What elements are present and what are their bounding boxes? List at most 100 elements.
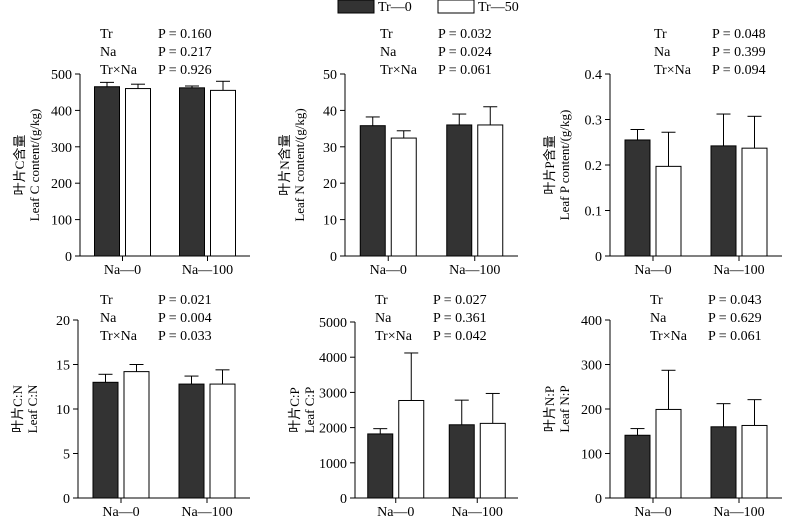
stat-factor: Na [100, 311, 117, 326]
bar-tr0 [710, 426, 737, 499]
stat-p-value: P = 0.021 [158, 293, 212, 308]
y-axis-label-en: Leaf C:N [25, 384, 40, 433]
y-tick-label: 10 [56, 403, 70, 418]
bar-tr50 [479, 422, 506, 499]
legend-swatch-tr50 [437, 0, 475, 14]
stat-p-value: P = 0.032 [438, 27, 492, 42]
stat-p-value: P = 0.061 [708, 329, 762, 344]
legend-label-tr0: Tr—0 [378, 0, 412, 15]
legend: Tr—0 Tr—50 [337, 0, 519, 15]
chart-panel-1: 0 100 200 300 400 500 Na—0 Na—100 Tr P = 0.160 Na P… [12, 27, 250, 278]
y-tick-label: 0 [595, 250, 602, 265]
x-tick-label: Na—100 [181, 505, 232, 516]
bar-tr0 [94, 86, 120, 257]
y-tick-label: 15 [56, 359, 70, 374]
bar-tr50 [125, 88, 151, 257]
y-axis-label-en: Leaf N:P [557, 385, 572, 432]
stat-factor: Tr [380, 27, 393, 42]
y-axis-label-cn: 叶片C:P [287, 387, 302, 433]
y-axis-label-en: Leaf P content/(g/kg) [557, 110, 572, 221]
stat-factor: Tr×Na [654, 63, 692, 78]
bar-tr50 [209, 383, 236, 499]
y-tick-label: 100 [581, 448, 602, 463]
stat-factor: Tr [650, 293, 663, 308]
bar-tr50 [655, 408, 682, 499]
bar-tr0 [710, 145, 737, 257]
y-tick-label: 0.1 [585, 205, 603, 220]
y-axis-label-en: Leaf C content/(g/kg) [27, 109, 42, 222]
stat-p-value: P = 0.094 [712, 63, 766, 78]
y-axis-label-cn: 叶片N:P [542, 386, 557, 432]
stat-factor: Na [100, 45, 117, 60]
y-tick-label: 0 [340, 492, 347, 507]
y-tick-label: 0 [65, 250, 72, 265]
x-tick-label: Na—0 [634, 263, 671, 278]
stat-factor: Na [375, 311, 392, 326]
y-tick-label: 300 [581, 359, 602, 374]
stat-p-value: P = 0.042 [433, 329, 487, 344]
x-tick-label: Na—0 [377, 505, 414, 516]
bar-tr50 [123, 371, 150, 499]
bar-tr0 [448, 424, 475, 499]
y-tick-label: 10 [323, 214, 337, 229]
stat-p-value: P = 0.048 [712, 27, 766, 42]
bar-tr50 [655, 165, 682, 257]
x-tick-label: Na—100 [713, 505, 764, 516]
y-tick-label: 500 [51, 68, 72, 83]
stat-factor: Na [380, 45, 397, 60]
stat-factor: Tr [654, 27, 667, 42]
stat-p-value: P = 0.024 [438, 45, 492, 60]
x-tick-label: Na—100 [449, 263, 500, 278]
chart-panel-6: 0 100 200 300 400 Na—0 Na—100 Tr P = 0.043 Na P = … [542, 293, 782, 516]
y-tick-label: 20 [323, 177, 337, 192]
stat-p-value: P = 0.033 [158, 329, 212, 344]
y-tick-label: 20 [56, 314, 70, 329]
legend-swatch-tr0 [337, 0, 375, 14]
stat-p-value: P = 0.361 [433, 311, 487, 326]
y-tick-label: 200 [51, 177, 72, 192]
stat-factor: Tr×Na [100, 329, 138, 344]
stat-p-value: P = 0.027 [433, 293, 487, 308]
stat-p-value: P = 0.217 [158, 45, 212, 60]
y-tick-label: 2000 [319, 422, 347, 437]
bar-tr50 [741, 424, 768, 499]
y-tick-label: 5000 [319, 316, 347, 331]
y-tick-label: 0 [595, 492, 602, 507]
bar-tr0 [367, 433, 394, 499]
chart-panel-3: 0 0.1 0.2 0.3 0.4 Na—0 Na—100 Tr P = 0.048 Na P = … [542, 27, 782, 278]
y-axis-label-cn: 叶片C:N [10, 385, 25, 433]
y-tick-label: 300 [51, 141, 72, 156]
stat-factor: Tr [100, 27, 113, 42]
y-tick-label: 100 [51, 214, 72, 229]
stat-factor: Tr [100, 293, 113, 308]
stat-factor: Tr×Na [375, 329, 413, 344]
y-tick-label: 0 [63, 492, 70, 507]
y-tick-label: 4000 [319, 351, 347, 366]
stat-p-value: P = 0.004 [158, 311, 212, 326]
bar-tr0 [446, 124, 473, 257]
stat-factor: Tr [375, 293, 388, 308]
stat-p-value: P = 0.160 [158, 27, 212, 42]
y-tick-label: 3000 [319, 386, 347, 401]
legend-label-tr50: Tr—50 [478, 0, 519, 15]
bar-tr0 [92, 381, 119, 499]
x-tick-label: Na—0 [102, 505, 139, 516]
y-tick-label: 0.3 [585, 114, 603, 129]
bar-tr0 [179, 87, 205, 257]
y-tick-label: 400 [581, 314, 602, 329]
y-tick-label: 40 [323, 104, 337, 119]
x-tick-label: Na—100 [713, 263, 764, 278]
stat-p-value: P = 0.061 [438, 63, 492, 78]
y-tick-label: 400 [51, 104, 72, 119]
x-tick-label: Na—100 [452, 505, 503, 516]
x-tick-label: Na—0 [370, 263, 407, 278]
y-tick-label: 50 [323, 68, 337, 83]
bar-tr50 [477, 124, 504, 257]
x-tick-label: Na—0 [634, 505, 671, 516]
stat-factor: Tr×Na [100, 63, 138, 78]
stat-factor: Tr×Na [650, 329, 688, 344]
bar-tr50 [390, 137, 417, 257]
stat-p-value: P = 0.043 [708, 293, 762, 308]
